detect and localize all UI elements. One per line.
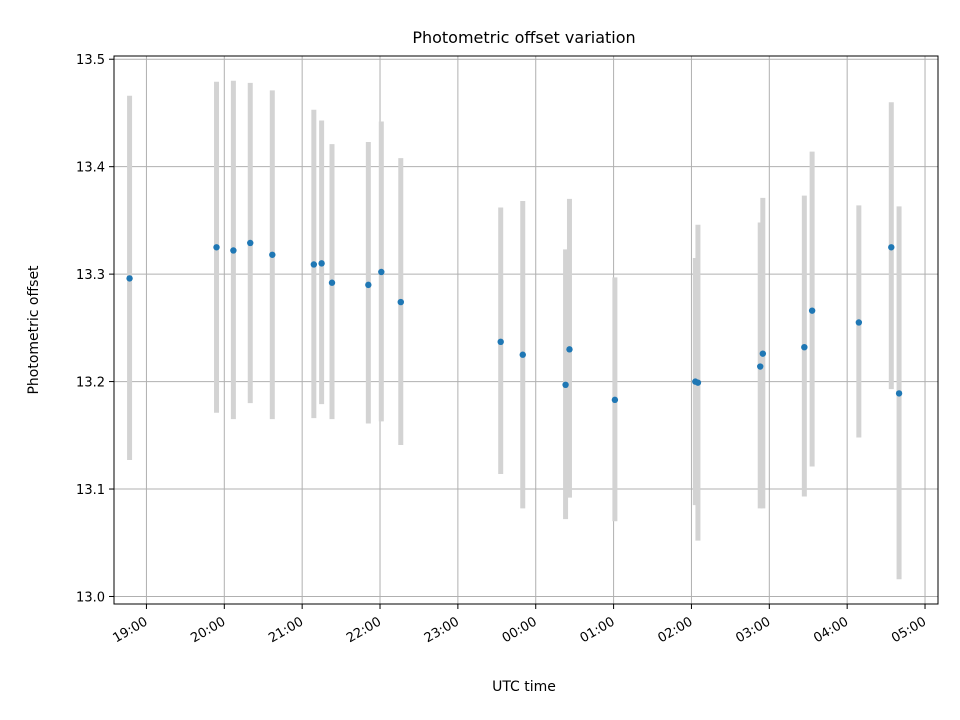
x-axis-ticks: 19:00 20:00 21:00 22:00 23:00 00:00 01:00 02:00… xyxy=(110,604,929,646)
x-tick-label: 21:00 xyxy=(266,614,306,646)
x-tick-label: 04:00 xyxy=(811,614,851,646)
y-axis-label: Photometric offset xyxy=(26,265,42,395)
data-point xyxy=(269,251,276,258)
data-point xyxy=(230,247,237,254)
data-point xyxy=(895,390,903,397)
data-point xyxy=(808,307,816,314)
x-tick-label: 05:00 xyxy=(889,614,929,646)
y-tick-label: 13.4 xyxy=(76,161,105,176)
data-point xyxy=(497,338,504,346)
x-tick-label: 01:00 xyxy=(578,614,618,646)
data-point xyxy=(365,281,372,289)
data-point xyxy=(318,260,325,267)
x-tick-label: 03:00 xyxy=(733,614,773,646)
y-tick-label: 13.0 xyxy=(76,590,105,605)
x-tick-label: 19:00 xyxy=(110,614,150,646)
x-tick-label: 20:00 xyxy=(188,614,228,646)
x-axis-label: UTC time xyxy=(492,679,556,695)
x-tick-label: 23:00 xyxy=(422,614,462,646)
data-point xyxy=(757,363,764,370)
data-point xyxy=(397,298,404,306)
chart-title: Photometric offset variation xyxy=(412,28,635,47)
data-point xyxy=(126,275,133,282)
y-axis-ticks: 13.0 13.1 13.2 13.3 13.4 13.5 xyxy=(76,53,114,605)
x-tick-label: 22:00 xyxy=(344,614,384,646)
data-point xyxy=(328,279,336,286)
data-point xyxy=(519,351,526,358)
error-bars xyxy=(127,80,902,580)
data-point xyxy=(801,343,808,351)
y-tick-label: 13.2 xyxy=(76,376,105,391)
x-tick-label: 02:00 xyxy=(655,614,695,646)
data-point xyxy=(378,268,385,276)
data-point xyxy=(566,346,573,353)
data-point xyxy=(611,396,619,404)
y-tick-label: 13.3 xyxy=(76,268,105,283)
data-point xyxy=(855,319,863,326)
data-point xyxy=(213,244,220,251)
data-point xyxy=(888,244,895,251)
data-points xyxy=(126,239,903,404)
y-tick-label: 13.5 xyxy=(76,53,105,68)
plot-frame xyxy=(113,55,939,605)
data-point xyxy=(247,239,254,247)
y-tick-label: 13.1 xyxy=(76,483,105,498)
data-point xyxy=(562,381,569,388)
data-point xyxy=(759,350,767,357)
grid xyxy=(114,56,938,604)
data-point xyxy=(310,261,318,268)
x-tick-label: 00:00 xyxy=(500,614,540,646)
data-point xyxy=(694,379,702,386)
